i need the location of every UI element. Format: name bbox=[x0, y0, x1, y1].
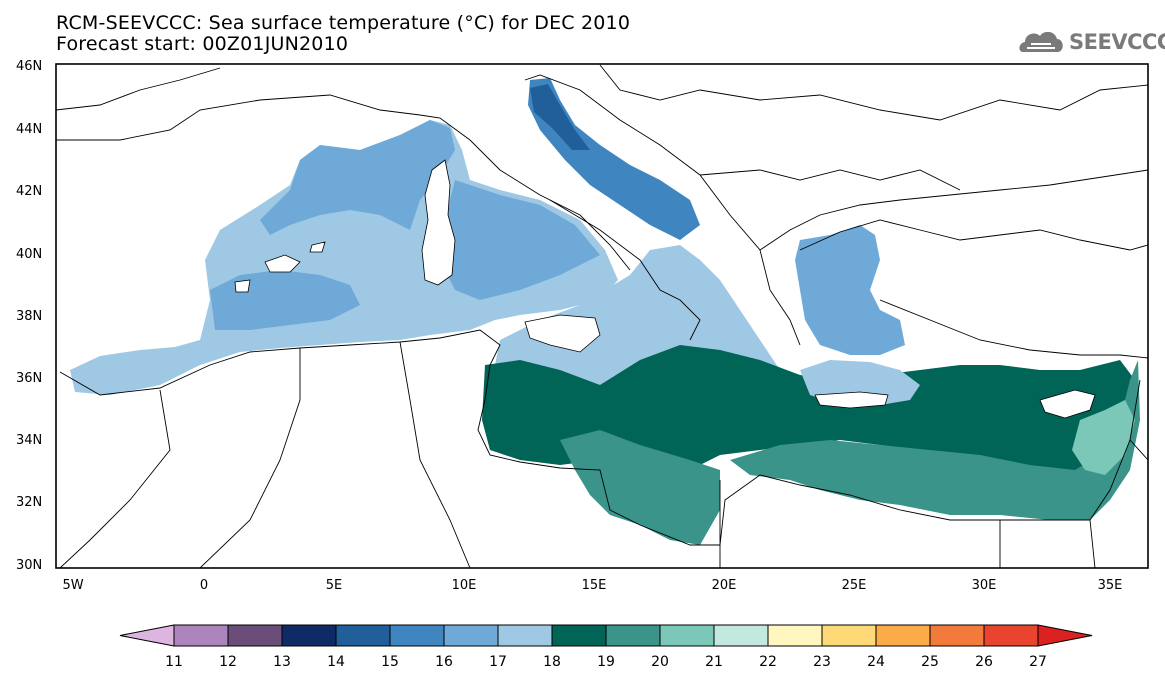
colorbar-upper-arrow bbox=[1037, 624, 1093, 647]
map-subtitle: Forecast start: 00Z01JUN2010 bbox=[56, 33, 349, 55]
lat-label: 40N bbox=[16, 247, 42, 262]
balearic-islands bbox=[234, 241, 326, 293]
colorbar-label: 18 bbox=[543, 654, 561, 670]
cloud-icon bbox=[1019, 31, 1063, 52]
colorbar-label: 15 bbox=[381, 654, 399, 670]
colorbar-label: 17 bbox=[489, 654, 507, 670]
colorbar-swatch bbox=[443, 624, 499, 647]
lon-label: 5E bbox=[326, 578, 343, 593]
colorbar-swatch bbox=[929, 624, 985, 647]
colorbar-swatch bbox=[173, 624, 229, 647]
colorbar-swatch bbox=[659, 624, 715, 647]
colorbar-swatch bbox=[767, 624, 823, 647]
lat-label: 36N bbox=[16, 371, 42, 386]
lon-label: 30E bbox=[972, 578, 997, 593]
colorbar: 11 12 13 14 15 16 17 18 19 20 21 22 23 24 25 26 27 bbox=[119, 624, 1093, 670]
colorbar-swatch bbox=[605, 624, 661, 647]
region-north-aegean bbox=[795, 225, 905, 355]
colorbar-label: 24 bbox=[867, 654, 885, 670]
colorbar-label: 11 bbox=[165, 654, 183, 670]
colorbar-label: 22 bbox=[759, 654, 777, 670]
crete bbox=[814, 391, 889, 409]
colorbar-swatch bbox=[821, 624, 877, 647]
colorbar-swatch bbox=[281, 624, 337, 647]
lon-axis: 5W 0 5E 10E 15E 20E 25E 30E 35E bbox=[62, 578, 1122, 593]
colorbar-swatch bbox=[875, 624, 931, 647]
lon-label: 15E bbox=[582, 578, 607, 593]
region-levantine-coast bbox=[1072, 400, 1135, 475]
lon-label: 35E bbox=[1098, 578, 1123, 593]
seevccc-logo: SEEVCCC bbox=[1017, 24, 1165, 62]
lat-label: 34N bbox=[16, 433, 42, 448]
colorbar-lower-arrow bbox=[119, 624, 175, 647]
lat-label: 46N bbox=[16, 59, 42, 74]
colorbar-swatch bbox=[551, 624, 607, 647]
corsica-sardinia bbox=[421, 159, 456, 286]
lat-label: 30N bbox=[16, 558, 42, 573]
lat-label: 38N bbox=[16, 309, 42, 324]
colorbar-swatch bbox=[335, 624, 391, 647]
region-tyrrhenian-band bbox=[440, 180, 600, 300]
region-levantine-basin bbox=[730, 360, 1140, 520]
colorbar-label: 25 bbox=[921, 654, 939, 670]
colorbar-label: 14 bbox=[327, 654, 345, 670]
logo-text: SEEVCCC bbox=[1069, 30, 1165, 54]
lat-label: 44N bbox=[16, 122, 42, 137]
lon-label: 20E bbox=[712, 578, 737, 593]
colorbar-label: 26 bbox=[975, 654, 993, 670]
lon-label: 5W bbox=[62, 578, 83, 593]
lon-label: 25E bbox=[842, 578, 867, 593]
colorbar-label: 23 bbox=[813, 654, 831, 670]
lat-label: 32N bbox=[16, 495, 42, 510]
region-adriatic-middle bbox=[528, 78, 700, 240]
colorbar-swatch bbox=[227, 624, 283, 647]
colorbar-swatch bbox=[983, 624, 1039, 647]
region-gulf-of-sidra bbox=[560, 430, 720, 545]
lon-label: 0 bbox=[200, 578, 208, 593]
cyprus bbox=[1039, 389, 1096, 419]
lon-label: 10E bbox=[452, 578, 477, 593]
region-gulf-of-lion-ligurian bbox=[260, 120, 455, 235]
colorbar-label: 21 bbox=[705, 654, 723, 670]
colorbar-swatch bbox=[389, 624, 445, 647]
colorbar-label: 27 bbox=[1029, 654, 1047, 670]
colorbar-label: 12 bbox=[219, 654, 237, 670]
colorbar-swatch bbox=[713, 624, 769, 647]
coastlines bbox=[56, 64, 1148, 568]
sea-temperature-field bbox=[70, 78, 1140, 545]
colorbar-label: 13 bbox=[273, 654, 291, 670]
colorbar-swatch bbox=[497, 624, 553, 647]
lat-label: 42N bbox=[16, 184, 42, 199]
lat-axis: 46N 44N 42N 40N 38N 36N 34N 32N 30N bbox=[16, 59, 42, 573]
colorbar-label: 16 bbox=[435, 654, 453, 670]
colorbar-label: 19 bbox=[597, 654, 615, 670]
colorbar-label: 20 bbox=[651, 654, 669, 670]
sicily bbox=[524, 314, 601, 353]
region-adriatic-north bbox=[530, 84, 590, 150]
map-title: RCM-SEEVCCC: Sea surface temperature (°C… bbox=[56, 12, 631, 34]
